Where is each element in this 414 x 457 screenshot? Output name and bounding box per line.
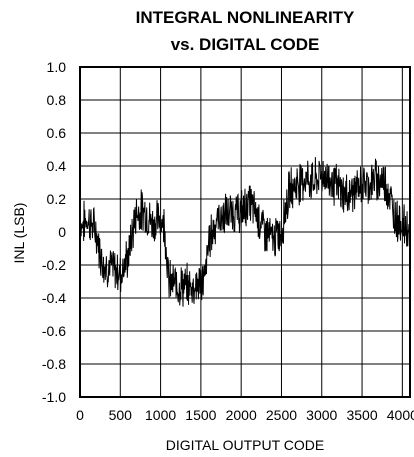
y-tick-label: -1.0 — [42, 389, 66, 405]
y-tick-label: -0.6 — [42, 323, 66, 339]
inl-series-line — [79, 157, 411, 307]
y-tick-label: 0.8 — [47, 92, 67, 108]
x-tick-labels: 0 500 1000 1500 2000 2500 3000 3500 4000 — [76, 407, 414, 423]
y-tick-label: -0.8 — [42, 356, 66, 372]
y-tick-label: 1.0 — [47, 59, 67, 75]
y-axis-label: INL (LSB) — [11, 203, 27, 264]
y-tick-label: -0.4 — [42, 290, 66, 306]
x-tick-label: 500 — [109, 407, 133, 423]
x-tick-label: 1000 — [145, 407, 176, 423]
chart-subtitle: vs. DIGITAL CODE — [171, 35, 320, 54]
plot-grid — [79, 66, 410, 398]
x-tick-label: 2000 — [226, 407, 257, 423]
plot-series — [79, 157, 411, 307]
x-tick-label: 0 — [76, 407, 84, 423]
x-tick-label: 4000 — [387, 407, 414, 423]
plot-frame — [79, 66, 411, 398]
x-axis-label: DIGITAL OUTPUT CODE — [166, 437, 324, 453]
x-tick-label: 3500 — [346, 407, 377, 423]
y-tick-label: 0.6 — [47, 125, 67, 141]
x-tick-label: 1500 — [185, 407, 216, 423]
y-tick-label: 0.4 — [47, 158, 67, 174]
y-tick-label: 0.2 — [47, 191, 67, 207]
x-tick-label: 2500 — [266, 407, 297, 423]
y-tick-label: -0.2 — [42, 257, 66, 273]
y-tick-labels: 1.0 0.8 0.6 0.4 0.2 0 -0.2 -0.4 -0.6 -0.8 -1.0 — [42, 59, 66, 405]
y-tick-label: 0 — [58, 224, 66, 240]
chart-title: INTEGRAL NONLINEARITY — [136, 8, 355, 27]
x-tick-label: 3000 — [306, 407, 337, 423]
